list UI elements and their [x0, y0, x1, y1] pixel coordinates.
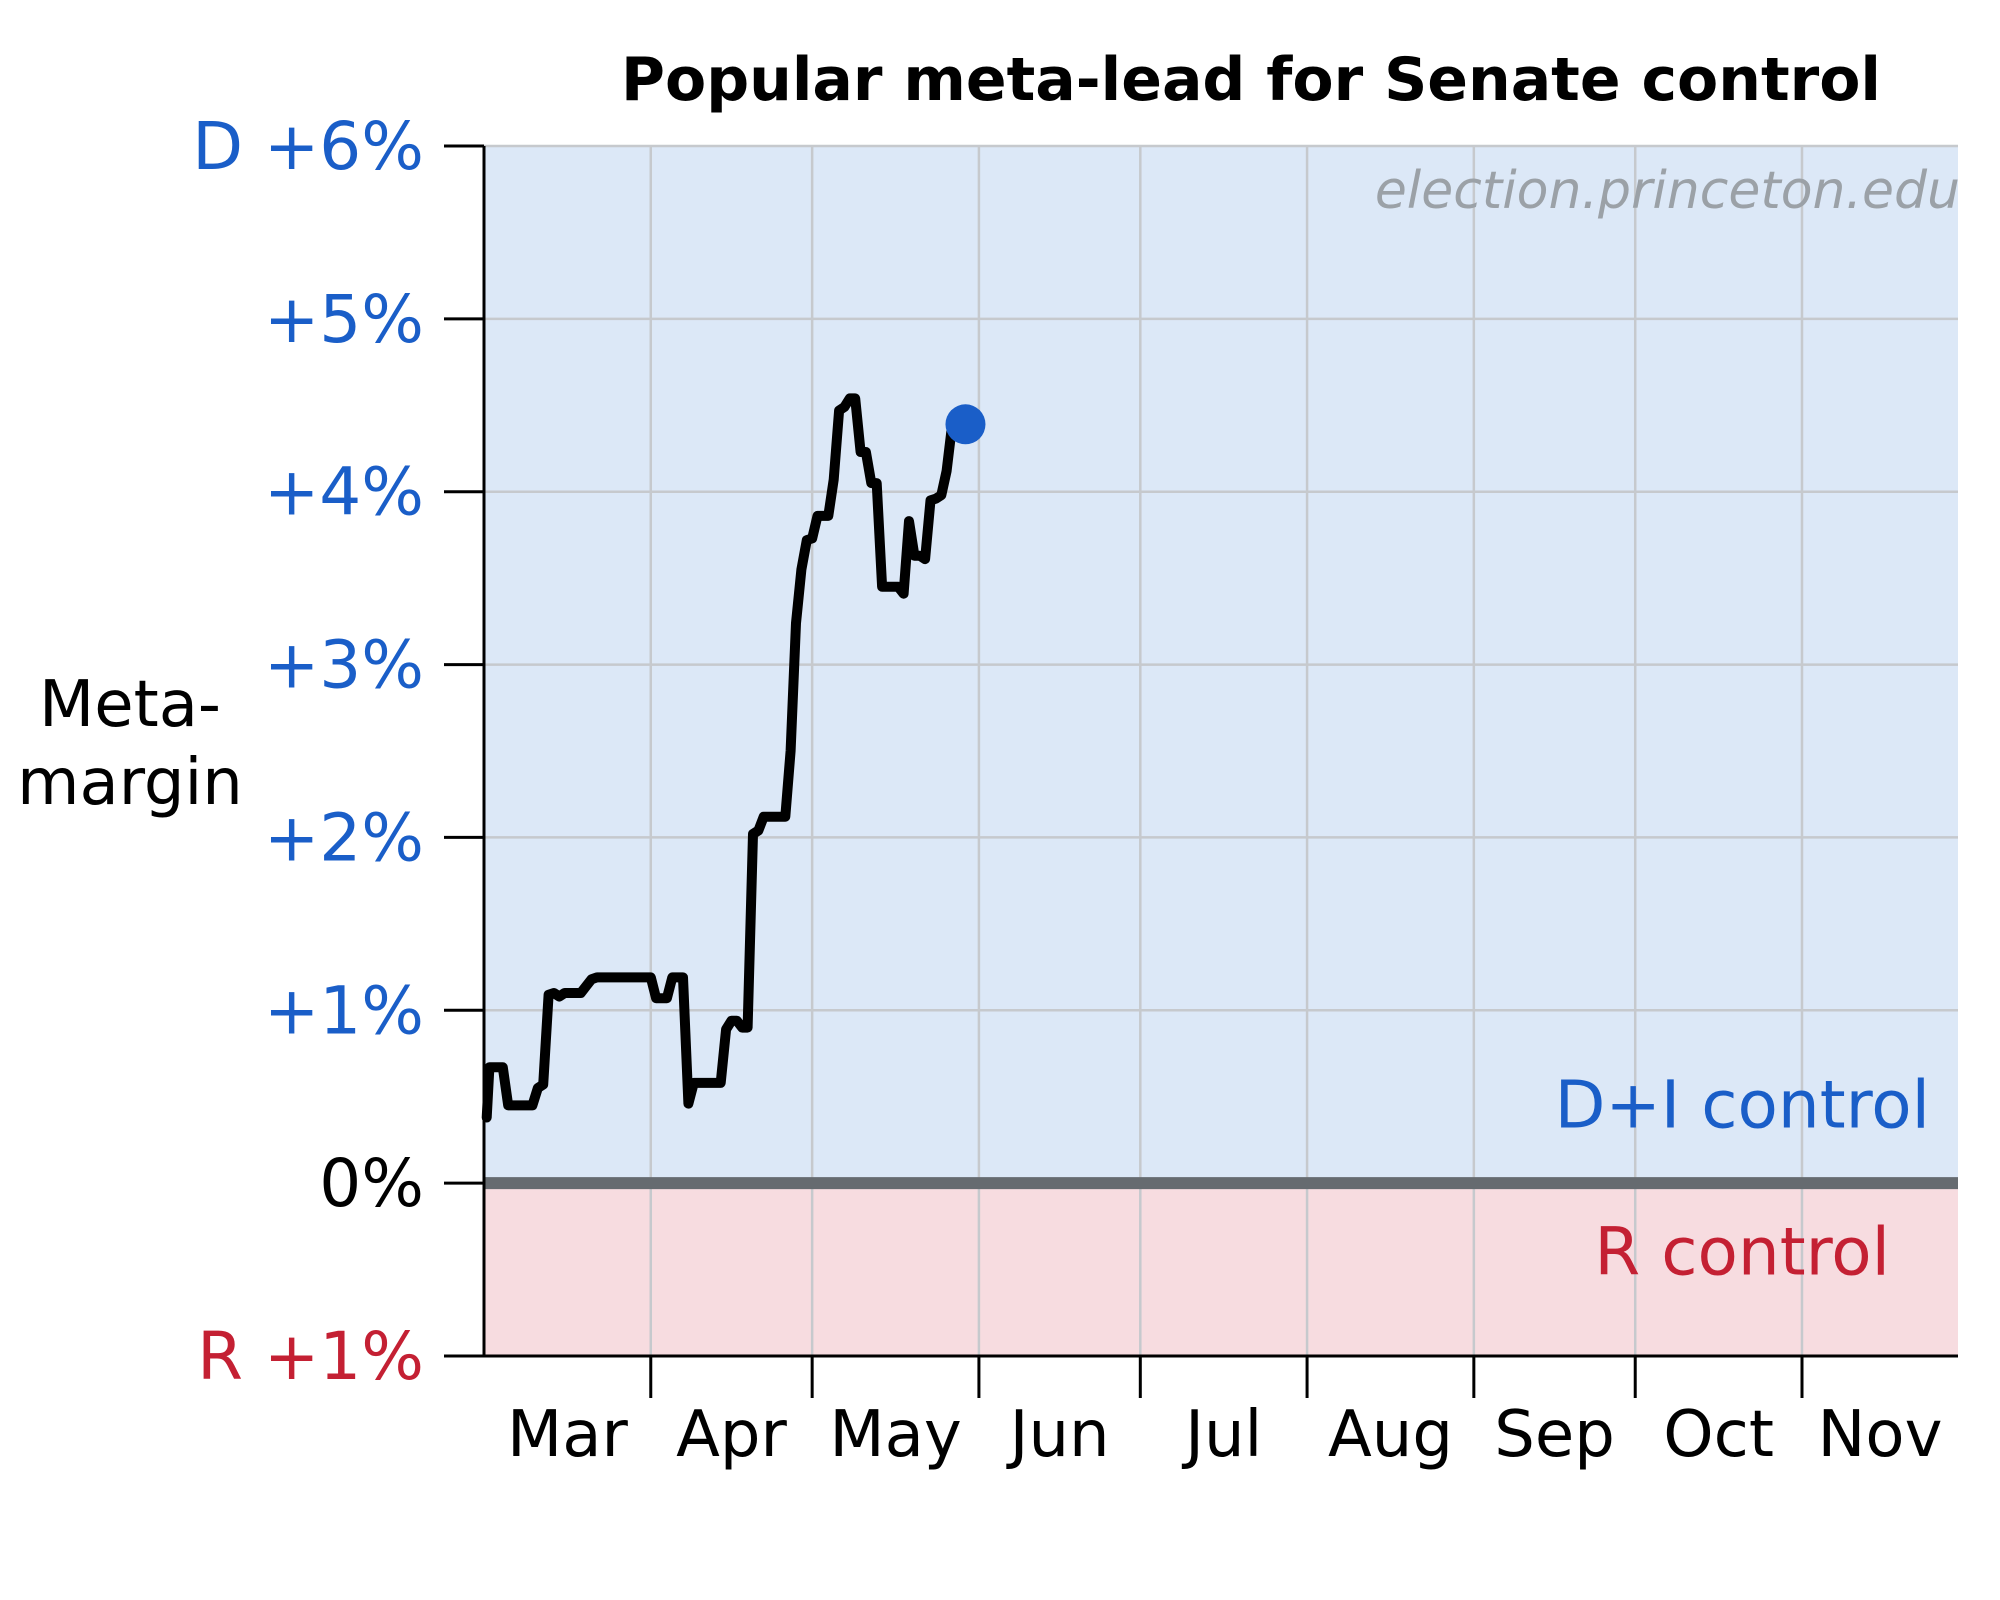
x-tick-label: Jun — [1006, 1398, 1110, 1472]
x-tick-label: Sep — [1494, 1398, 1615, 1472]
y-tick-label: +1% — [264, 972, 424, 1049]
y-tick-label: +4% — [264, 454, 424, 531]
latest-point-marker — [945, 404, 986, 445]
series-line — [481, 393, 971, 1123]
axes: D +6% +5% +4% +3% +2% +1% 0% R +1% Mar Apr May Jun J… — [192, 108, 1958, 1472]
plot-regions — [484, 146, 1958, 1356]
y-axis-label-line: margin — [17, 746, 243, 820]
x-tick-label: May — [829, 1398, 961, 1472]
y-tick-label: R +1% — [197, 1318, 424, 1395]
watermark-text: election.princeton.edu — [1375, 161, 1960, 221]
y-tick-label: +2% — [264, 799, 424, 876]
x-tick-label: Nov — [1818, 1398, 1943, 1472]
y-axis-label: Meta-margin — [17, 668, 243, 820]
y-tick-label: 0% — [319, 1145, 424, 1222]
y-tick-label: D +6% — [192, 108, 424, 185]
y-tick-label: +5% — [264, 281, 424, 358]
x-tick-label: Apr — [676, 1398, 787, 1472]
series-layer — [481, 393, 986, 1123]
labels-layer: Popular meta-lead for Senate control elec… — [17, 45, 1960, 1290]
region-r-control-fill — [484, 1183, 1958, 1356]
x-tick-label: Oct — [1663, 1398, 1774, 1472]
x-tick-label: Mar — [507, 1398, 628, 1472]
x-tick-label: Aug — [1328, 1398, 1453, 1472]
y-tick-label: +3% — [264, 627, 424, 704]
chart-title: Popular meta-lead for Senate control — [621, 45, 1881, 115]
region-label-r-control: R control — [1594, 1213, 1890, 1290]
x-tick-label: Jul — [1181, 1398, 1262, 1472]
region-label-d-control: D+I control — [1555, 1066, 1930, 1143]
y-axis-label-line: Meta- — [39, 668, 221, 742]
